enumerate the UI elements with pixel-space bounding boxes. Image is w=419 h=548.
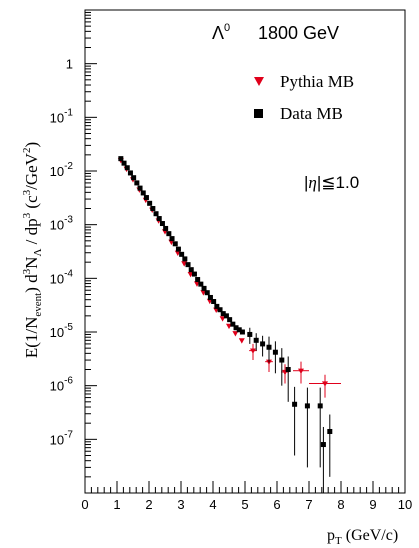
data-point <box>175 246 181 252</box>
x-tick-label: 4 <box>209 497 216 512</box>
data-point <box>153 211 159 217</box>
data-point <box>198 281 204 287</box>
data-point <box>247 331 253 337</box>
x-tick-label: 0 <box>81 497 88 512</box>
annotation-particle: Λ0 <box>212 22 230 43</box>
data-point <box>239 329 245 335</box>
data-point <box>121 160 127 166</box>
y-tick-label: 1 <box>66 57 73 72</box>
data-point <box>134 180 140 186</box>
data-point <box>150 206 156 212</box>
data-point <box>320 442 326 448</box>
x-tick-label: 5 <box>241 497 248 512</box>
data-point <box>159 221 165 227</box>
data-point <box>266 344 272 350</box>
data-point <box>156 216 162 222</box>
x-tick-label: 7 <box>305 497 312 512</box>
data-point <box>238 338 245 344</box>
data-point <box>172 241 178 247</box>
x-tick-label: 2 <box>145 497 152 512</box>
x-tick-label: 1 <box>113 497 120 512</box>
data-point <box>292 401 298 407</box>
data-point <box>204 290 210 296</box>
y-tick-label: 10-3 <box>50 215 74 233</box>
x-tick-label: 3 <box>177 497 184 512</box>
x-tick-label: 9 <box>369 497 376 512</box>
legend-label-pythia: Pythia MB <box>280 72 354 91</box>
data-point <box>140 190 146 196</box>
data-point <box>207 294 213 300</box>
data-point <box>220 311 226 317</box>
data-point <box>166 231 172 237</box>
legend-label-data: Data MB <box>280 104 343 123</box>
data-point <box>182 256 188 262</box>
legend: Pythia MB Data MB <box>254 72 354 123</box>
data-point <box>298 368 304 375</box>
x-tick-label: 8 <box>337 497 344 512</box>
y-axis-label: E(1/Nevent) d3NΛ / dp3 (c3/GeV2) <box>21 142 44 358</box>
data-point <box>127 170 133 176</box>
data-point <box>230 321 236 327</box>
data-point <box>327 428 333 434</box>
data-point <box>233 325 239 331</box>
annotation-energy: 1800 GeV <box>258 23 339 43</box>
data-point <box>285 367 291 373</box>
legend-marker-pythia <box>254 77 264 86</box>
y-axis-ticks <box>85 11 97 494</box>
data-point <box>118 156 124 162</box>
data-point <box>169 236 175 242</box>
data-point <box>195 277 201 283</box>
data-point <box>236 327 242 333</box>
data-point <box>188 267 194 273</box>
data-point <box>191 271 197 277</box>
x-tick-label: 10 <box>398 497 412 512</box>
data-point <box>272 349 278 355</box>
data-point <box>279 357 285 363</box>
data-point <box>260 341 266 347</box>
data-point <box>163 225 169 231</box>
x-axis-label: pT (GeV/c) <box>327 527 398 547</box>
data-point <box>322 381 328 387</box>
data-point <box>232 331 239 337</box>
series-data-mb <box>118 156 333 493</box>
series-layer <box>117 156 341 493</box>
data-point <box>124 165 130 171</box>
x-axis-ticks <box>84 481 406 493</box>
data-point <box>211 299 217 305</box>
data-point <box>131 175 137 181</box>
data-point <box>185 262 191 268</box>
data-point <box>143 195 149 201</box>
data-point <box>304 403 310 409</box>
data-point <box>201 285 207 291</box>
x-tick-label: 6 <box>273 497 280 512</box>
legend-marker-data <box>254 109 263 118</box>
annotation-eta-cut: |η|≦1.0 <box>304 173 359 192</box>
y-tick-label: 10-7 <box>50 429 74 447</box>
y-axis-tick-labels: 1 10-1 10-2 10-3 10-4 10-5 10-6 10-7 <box>50 57 74 448</box>
data-point <box>179 251 185 257</box>
data-point <box>317 403 323 409</box>
data-point <box>223 313 229 319</box>
data-point <box>217 307 223 313</box>
data-point <box>227 317 233 323</box>
data-point <box>137 185 143 191</box>
data-point <box>147 200 153 206</box>
y-tick-label: 10-6 <box>50 376 74 394</box>
data-point <box>253 337 259 343</box>
y-tick-label: 10-2 <box>50 161 74 179</box>
y-tick-label: 10-4 <box>50 268 74 286</box>
x-axis-tick-labels: 0 1 2 3 4 5 6 7 8 9 10 <box>81 497 412 512</box>
data-point <box>214 303 220 309</box>
y-tick-label: 10-1 <box>50 107 74 125</box>
data-point <box>250 348 256 354</box>
y-tick-label: 10-5 <box>50 322 74 340</box>
